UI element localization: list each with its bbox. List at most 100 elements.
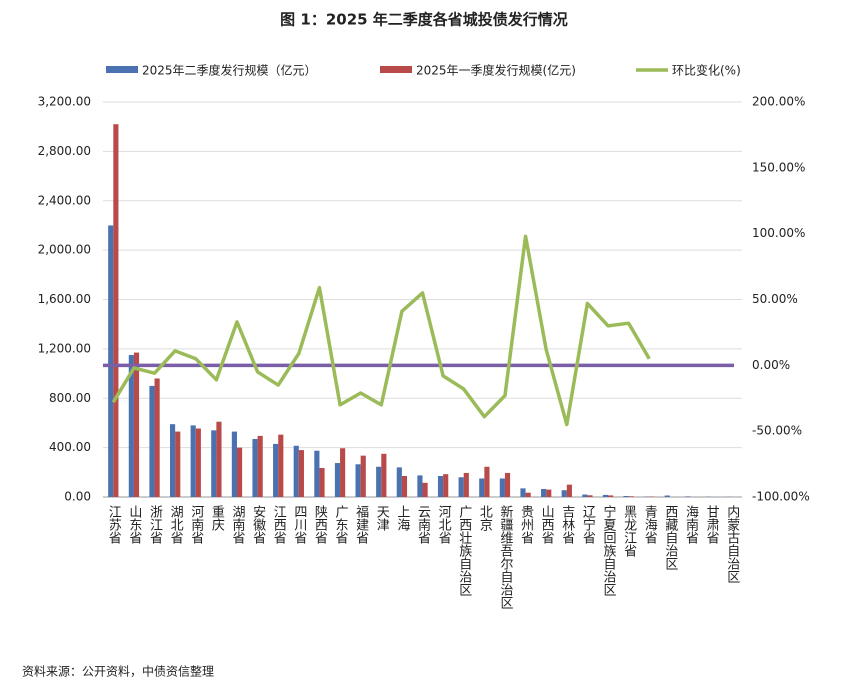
bar: [319, 467, 325, 497]
bar: [546, 489, 552, 497]
bar: [216, 421, 222, 497]
source-note: 资料来源：公开资料，中债资信整理: [22, 664, 214, 679]
x-tick-label: 安徽省: [250, 505, 266, 544]
bar: [499, 478, 505, 497]
x-tick-label: 北京: [477, 505, 493, 531]
x-tick-label: 广西壮族自治区: [456, 505, 472, 596]
x-tick-label: 山西省: [539, 505, 555, 544]
bar: [602, 494, 609, 497]
bar: [561, 490, 567, 497]
x-tick-label: 上海: [394, 505, 410, 531]
x-tick-label: 河南省: [188, 505, 204, 544]
bar: [169, 424, 176, 497]
line: [111, 234, 651, 427]
x-tick-label: 吉林省: [559, 505, 575, 544]
legend-swatch: [106, 66, 138, 73]
x-tick-label: 湖南省: [229, 505, 245, 544]
y-tick-label: 3,200.00: [38, 95, 91, 109]
x-tick-label: 黑龙江省: [621, 505, 637, 557]
x-tick-label: 四川省: [291, 505, 307, 544]
bar: [195, 428, 201, 497]
bar: [608, 495, 614, 497]
y-tick-label: 2,800.00: [38, 144, 91, 158]
bar: [443, 474, 449, 497]
bar: [417, 475, 423, 497]
bar: [520, 488, 526, 497]
y-tick-label: 2,400.00: [38, 193, 91, 207]
bar: [252, 438, 258, 497]
legend-label: 2025年一季度发行规模(亿元): [416, 63, 576, 78]
bar: [298, 450, 304, 497]
x-tick-label: 陕西省: [312, 505, 328, 544]
bar: [236, 447, 243, 497]
bar: [133, 352, 140, 497]
bar: [525, 492, 531, 497]
bar: [273, 443, 279, 497]
bar: [128, 355, 134, 497]
bar: [566, 484, 572, 497]
bar: [257, 435, 263, 497]
x-tick-label: 福建省: [353, 505, 369, 544]
bar: [340, 448, 346, 497]
bar: [376, 466, 382, 497]
x-tick-label: 重庆: [209, 504, 225, 531]
bar: [334, 463, 341, 497]
bar: [458, 477, 464, 497]
bar: [175, 431, 181, 497]
bar: [211, 430, 217, 497]
bar: [113, 124, 119, 497]
bar: [541, 488, 547, 497]
legend-swatch: [380, 66, 412, 73]
bar: [623, 496, 629, 497]
bar: [293, 445, 299, 497]
bar: [149, 385, 155, 497]
chart-title: 图 1：2025 年二季度各省城投债发行情况: [280, 11, 568, 29]
y-tick-label: 400.00: [49, 440, 91, 454]
x-tick-label: 天津: [374, 505, 390, 531]
x-tick-label: 海南省: [683, 505, 699, 544]
y-tick-label: 1,200.00: [38, 341, 91, 355]
x-tick-label: 新疆维吾尔自治区: [497, 504, 513, 609]
bar: [582, 494, 588, 497]
y2-tick-label: -100.00%: [752, 490, 810, 504]
x-tick-label: 云南省: [415, 505, 431, 544]
bar: [381, 453, 387, 497]
bar: [231, 431, 237, 497]
bar: [355, 464, 361, 497]
bar: [154, 378, 160, 497]
bar: [278, 434, 284, 497]
bar: [437, 476, 444, 497]
x-tick-label: 河北省: [436, 505, 452, 544]
legend-label: 环比变化(%): [672, 63, 741, 78]
y2-tick-label: 150.00%: [752, 160, 805, 174]
bar: [587, 495, 593, 497]
bar: [664, 495, 670, 497]
y2-tick-label: 100.00%: [752, 226, 805, 240]
x-tick-label: 山东省: [126, 505, 142, 544]
x-tick-label: 辽宁省: [580, 505, 596, 544]
y2-tick-label: 200.00%: [752, 95, 805, 109]
bar: [628, 496, 634, 497]
bar: [108, 225, 114, 497]
x-tick-label: 内蒙古自治区: [724, 504, 740, 583]
x-tick-label: 江西省: [271, 505, 287, 544]
y2-tick-label: -50.00%: [752, 424, 802, 438]
bar: [479, 478, 485, 497]
y-tick-label: 800.00: [49, 391, 91, 405]
bar: [401, 476, 408, 497]
bar: [314, 450, 320, 497]
x-tick-label: 江苏省: [106, 505, 122, 544]
bar: [484, 466, 490, 497]
bar: [685, 496, 691, 497]
y2-tick-label: 50.00%: [752, 292, 798, 306]
bar: [396, 467, 402, 497]
bar: [360, 455, 366, 497]
y2-tick-label: 0.00%: [752, 358, 790, 372]
x-tick-label: 湖北省: [168, 505, 184, 544]
x-tick-label: 甘肃省: [704, 505, 720, 544]
bar: [422, 482, 428, 497]
y-tick-label: 2,000.00: [38, 243, 91, 257]
x-tick-label: 宁夏回族自治区: [601, 504, 617, 596]
x-tick-label: 青海省: [642, 505, 658, 544]
